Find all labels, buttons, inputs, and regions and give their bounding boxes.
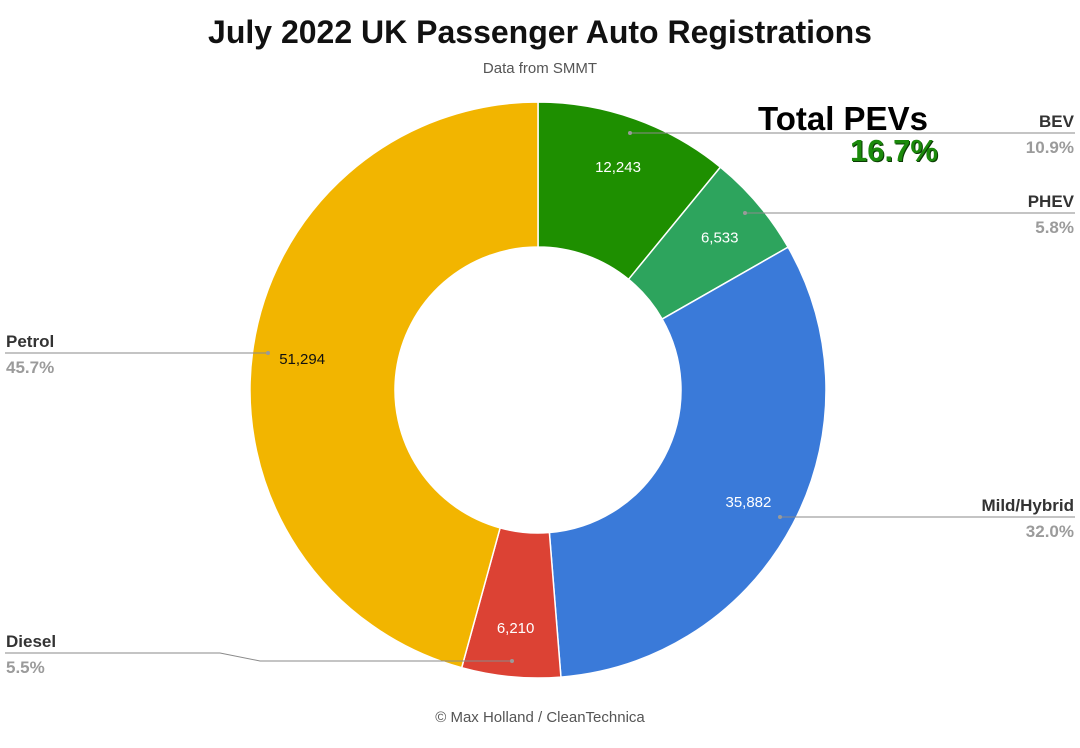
callout-bev: BEV 10.9% — [628, 112, 1075, 157]
chart-credit: © Max Holland / CleanTechnica — [435, 709, 645, 726]
slice-value-label-mild-hybrid: 35,882 — [725, 494, 771, 511]
callout-line-diesel — [5, 652, 512, 662]
slice-mild-hybrid — [548, 246, 827, 678]
callout-dot-bev — [628, 131, 632, 135]
callout-dot-diesel — [510, 659, 514, 663]
callout-petrol: Petrol 45.7% — [5, 332, 270, 377]
chart-title: July 2022 UK Passenger Auto Registration… — [208, 14, 872, 50]
slice-value-label-petrol: 51,294 — [279, 351, 325, 368]
callout-percent-diesel: 5.5% — [6, 658, 45, 677]
callout-name-petrol: Petrol — [6, 332, 54, 351]
total-pevs-value: 16.7% — [850, 133, 938, 168]
slice-value-label-phev: 6,533 — [701, 229, 739, 246]
slice-value-label-bev: 12,243 — [595, 159, 641, 176]
total-pevs-label: Total PEVs — [758, 100, 928, 137]
slice-petrol — [249, 101, 539, 669]
callout-name-bev: BEV — [1039, 112, 1075, 131]
callout-dot-phev — [743, 211, 747, 215]
callout-name-diesel: Diesel — [6, 632, 56, 651]
callout-percent-bev: 10.9% — [1026, 138, 1074, 157]
callout-mild-hybrid: Mild/Hybrid 32.0% — [778, 496, 1075, 541]
callout-diesel: Diesel 5.5% — [5, 632, 514, 677]
callout-percent-mild-hybrid: 32.0% — [1026, 522, 1074, 541]
chart-subtitle: Data from SMMT — [482, 60, 598, 77]
callout-name-mild-hybrid: Mild/Hybrid — [981, 496, 1074, 515]
callout-name-phev: PHEV — [1028, 192, 1075, 211]
callout-percent-phev: 5.8% — [1035, 218, 1074, 237]
callout-percent-petrol: 45.7% — [6, 358, 54, 377]
callout-dot-mild-hybrid — [778, 515, 782, 519]
slice-value-label-diesel: 6,210 — [497, 620, 535, 637]
callout-phev: PHEV 5.8% — [743, 192, 1075, 237]
callout-dot-petrol — [266, 351, 270, 355]
